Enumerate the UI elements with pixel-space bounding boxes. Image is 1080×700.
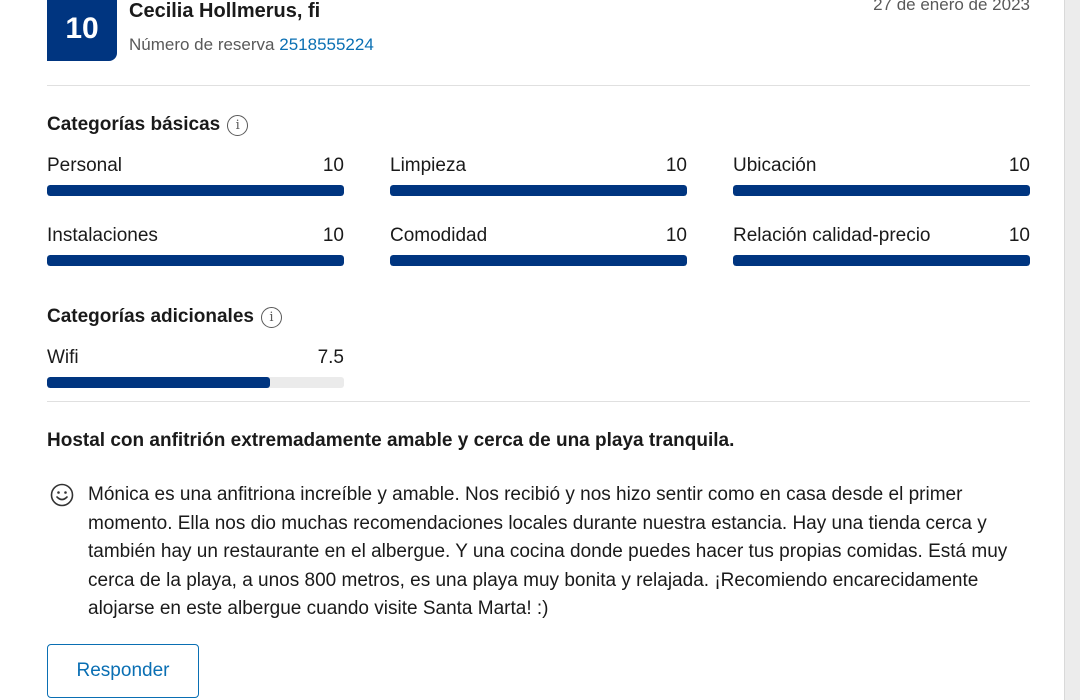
category-score: 10 xyxy=(322,225,344,246)
category-personal: Personal 10 xyxy=(47,155,344,196)
category-label: Personal xyxy=(47,155,122,176)
category-bar xyxy=(390,255,687,266)
category-score: 10 xyxy=(1008,155,1030,176)
basic-categories-title: Categorías básicas i xyxy=(47,114,249,136)
category-bar-fill xyxy=(47,255,344,266)
divider xyxy=(47,85,1030,86)
category-label: Limpieza xyxy=(390,155,467,176)
category-bar xyxy=(47,185,344,196)
review-score: 10 xyxy=(65,11,99,45)
reviewer-name: Cecilia Hollmerus, fi xyxy=(129,0,321,22)
reservation-number-link[interactable]: 2518555224 xyxy=(279,35,374,54)
reservation-info: Número de reserva 2518555224 xyxy=(129,35,374,55)
divider xyxy=(47,401,1030,402)
review-title: Hostal con anfitrión extremadamente amab… xyxy=(47,430,735,451)
category-score: 10 xyxy=(665,155,687,176)
category-bar xyxy=(47,255,344,266)
category-label: Comodidad xyxy=(390,225,488,246)
category-bar-fill xyxy=(390,185,687,196)
info-icon[interactable]: i xyxy=(227,114,249,136)
category-label: Instalaciones xyxy=(47,225,158,246)
category-score: 10 xyxy=(1008,225,1030,246)
smiley-face-icon xyxy=(50,483,74,507)
category-comodidad: Comodidad 10 xyxy=(390,225,687,266)
category-bar xyxy=(390,185,687,196)
category-limpieza: Limpieza 10 xyxy=(390,155,687,196)
category-label: Wifi xyxy=(47,347,79,368)
category-ubicacion: Ubicación 10 xyxy=(733,155,1030,196)
category-bar xyxy=(47,377,344,388)
category-bar xyxy=(733,185,1030,196)
category-bar-fill xyxy=(733,255,1030,266)
reply-button[interactable]: Responder xyxy=(47,644,199,698)
category-relacion-calidad-precio: Relación calidad-precio 10 xyxy=(733,225,1030,266)
category-label: Relación calidad-precio xyxy=(733,225,931,246)
category-bar-fill xyxy=(733,185,1030,196)
category-bar-fill xyxy=(390,255,687,266)
category-score: 10 xyxy=(322,155,344,176)
category-bar-fill xyxy=(47,185,344,196)
review-text: Mónica es una anfitriona increíble y ama… xyxy=(88,484,1008,619)
category-bar xyxy=(733,255,1030,266)
category-instalaciones: Instalaciones 10 xyxy=(47,225,344,266)
review-score-badge: 10 xyxy=(47,0,117,61)
info-icon[interactable]: i xyxy=(260,306,282,328)
review-date: 27 de enero de 2023 xyxy=(873,0,1030,14)
additional-categories-title: Categorías adicionales i xyxy=(47,306,282,328)
category-label: Ubicación xyxy=(733,155,817,176)
basic-categories-heading: Categorías básicas xyxy=(47,114,221,135)
category-wifi: Wifi 7.5 xyxy=(47,347,344,388)
reservation-label: Número de reserva xyxy=(129,35,275,54)
category-score: 10 xyxy=(665,225,687,246)
additional-categories-heading: Categorías adicionales xyxy=(47,306,254,327)
category-score: 7.5 xyxy=(317,347,344,368)
category-bar-fill xyxy=(47,377,270,388)
